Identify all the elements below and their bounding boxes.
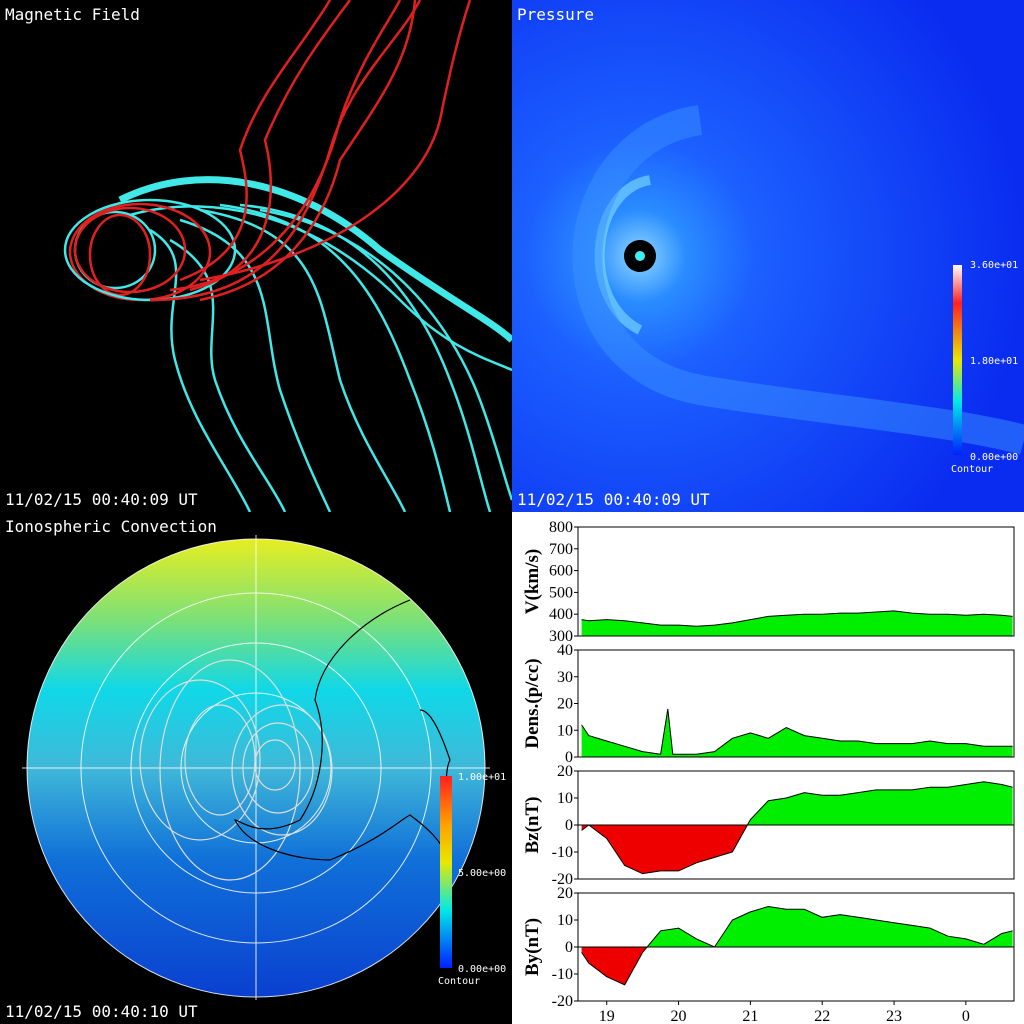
y-tick-label: 20 — [557, 885, 573, 902]
contours — [139, 659, 333, 881]
series-line — [581, 610, 1013, 627]
series-line — [581, 781, 1013, 875]
grid-circles — [22, 535, 490, 1000]
y-tick-label: 30 — [557, 669, 573, 686]
y-tick-label: 40 — [557, 642, 573, 659]
y-tick-label: 0 — [565, 939, 573, 956]
series-line — [581, 708, 1013, 755]
y-tick-label: -20 — [552, 871, 573, 888]
panel-title: Pressure — [517, 5, 594, 24]
x-tick-label: 23 — [886, 1008, 902, 1024]
area-positive — [581, 708, 1013, 757]
area-negative — [581, 947, 1013, 985]
timestamp: 11/02/15 00:40:09 UT — [5, 490, 198, 509]
x-tick-label: 19 — [599, 1008, 615, 1024]
y-axis-label: V(km/s) — [522, 549, 543, 614]
panel-title: Ionospheric Convection — [5, 517, 217, 536]
y-tick-label: 0 — [565, 817, 573, 834]
area-positive — [581, 781, 1013, 825]
panel-title: Magnetic Field — [5, 5, 140, 24]
area-negative — [581, 825, 1013, 874]
timestamp: 11/02/15 00:40:09 UT — [517, 490, 710, 509]
y-axis-label: Dens.(p/cc) — [522, 658, 543, 748]
colorbar-label: 0.00e+00 — [458, 964, 506, 975]
colorbar-label: 1.80e+01 — [970, 356, 1018, 367]
y-tick-label: 10 — [557, 722, 573, 739]
area-positive — [581, 906, 1013, 947]
x-tick-label: 20 — [671, 1008, 687, 1024]
y-tick-label: 10 — [557, 912, 573, 929]
y-tick-label: -20 — [552, 993, 573, 1010]
y-tick-label: 10 — [557, 790, 573, 807]
colorbar — [440, 776, 452, 968]
y-axis-label: By(nT) — [522, 918, 543, 976]
y-tick-label: 20 — [557, 696, 573, 713]
timestamp: 11/02/15 00:40:10 UT — [5, 1002, 198, 1021]
y-tick-label: 600 — [549, 563, 573, 580]
earth-core — [635, 251, 645, 261]
colorbar-label: 0.00e+00 — [970, 452, 1018, 463]
y-tick-label: 700 — [549, 541, 573, 558]
y-tick-label: 0 — [565, 749, 573, 766]
colorbar-caption: Contour — [951, 464, 993, 475]
y-tick-label: 20 — [557, 763, 573, 780]
area-positive — [581, 610, 1013, 636]
colorbar-label: 3.60e+01 — [970, 260, 1018, 271]
y-tick-label: -10 — [552, 844, 573, 861]
x-tick-label: 22 — [814, 1008, 830, 1024]
x-tick-label: 21 — [742, 1008, 758, 1024]
colorbar-label: 1.00e+01 — [458, 772, 506, 783]
panel-bg — [0, 0, 512, 512]
y-tick-label: 300 — [549, 628, 573, 645]
series-line — [581, 905, 1013, 986]
colorbar-label: 5.00e+00 — [458, 868, 506, 879]
colorbar — [953, 265, 962, 455]
y-tick-label: 400 — [549, 606, 573, 623]
y-tick-label: -10 — [552, 966, 573, 983]
plot-frame — [577, 526, 1015, 637]
field-lines — [63, 0, 512, 512]
magnetosheath — [572, 105, 1024, 455]
y-tick-label: 500 — [549, 584, 573, 601]
y-axis-label: Bz(nT) — [522, 797, 543, 854]
colorbar-caption: Contour — [438, 976, 480, 987]
y-tick-label: 800 — [549, 519, 573, 536]
x-tick-label: 0 — [962, 1008, 970, 1024]
